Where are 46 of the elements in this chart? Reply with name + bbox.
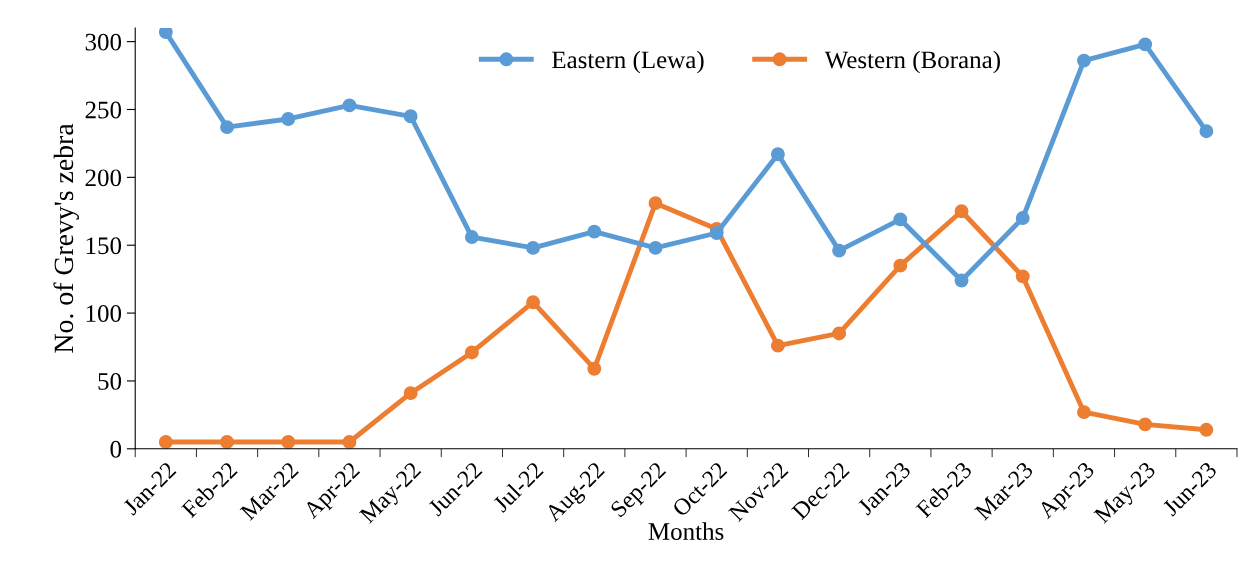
point	[526, 295, 541, 310]
point	[281, 112, 296, 126]
x-axis-title: Months	[648, 522, 724, 540]
y-tick-label: 100	[86, 305, 122, 322]
point	[342, 435, 357, 449]
point	[587, 224, 602, 239]
point	[770, 147, 785, 162]
point	[1077, 53, 1091, 68]
point	[893, 258, 908, 273]
point	[587, 361, 602, 376]
point	[709, 226, 724, 240]
y-tick-label: 200	[85, 169, 122, 187]
point	[464, 345, 479, 360]
point	[1077, 405, 1091, 420]
point	[281, 435, 296, 449]
point	[403, 109, 418, 124]
point	[464, 230, 479, 245]
y-tick-label: 0	[110, 440, 122, 458]
point	[220, 435, 234, 449]
y-tick-label: 50	[98, 372, 122, 390]
y-tick-label: 300	[85, 33, 122, 51]
point	[1015, 211, 1030, 226]
point	[832, 326, 847, 341]
point	[1138, 37, 1153, 52]
y-axis-title: No. of Grevy's zebra	[53, 123, 79, 353]
point	[954, 273, 969, 288]
point	[770, 338, 785, 353]
point	[648, 196, 663, 211]
point	[648, 240, 663, 255]
point	[893, 212, 908, 227]
point	[220, 120, 234, 135]
y-tick-label: 150	[86, 237, 122, 255]
point	[1199, 124, 1214, 139]
point	[526, 240, 541, 255]
point	[158, 28, 173, 40]
point	[403, 386, 418, 401]
legend-label: Western (Borana)	[824, 50, 1000, 74]
point	[1015, 269, 1030, 284]
legend-label: Eastern (Lewa)	[552, 50, 704, 74]
point	[342, 98, 357, 113]
point	[954, 204, 969, 219]
point	[158, 435, 173, 449]
point	[1138, 417, 1153, 432]
point	[832, 243, 847, 258]
y-tick-label: 250	[85, 101, 122, 119]
point	[1199, 422, 1214, 437]
